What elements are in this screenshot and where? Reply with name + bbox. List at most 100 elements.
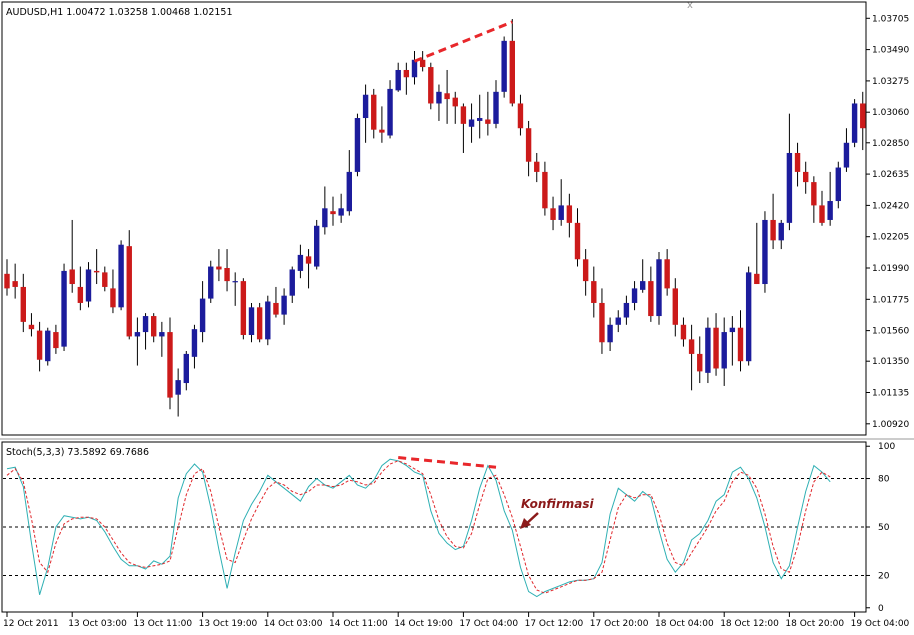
bearish-candle bbox=[509, 40, 515, 104]
bearish-candle bbox=[485, 119, 491, 124]
bearish-candle bbox=[534, 161, 540, 172]
bearish-candle bbox=[803, 171, 809, 183]
bullish-candle bbox=[175, 380, 181, 395]
price-axis-label: 1.01135 bbox=[872, 389, 909, 399]
bullish-candle bbox=[843, 142, 850, 168]
bearish-candle bbox=[754, 273, 760, 285]
bullish-candle bbox=[640, 281, 646, 290]
bearish-candle bbox=[542, 171, 548, 209]
stoch-axis-label: 20 bbox=[878, 571, 890, 581]
price-chart-header: AUDUSD,H1 1.00472 1.03258 1.00468 1.0215… bbox=[6, 7, 233, 18]
bearish-candle bbox=[860, 103, 866, 129]
bullish-candle bbox=[322, 208, 328, 228]
price-axis-label: 1.02205 bbox=[872, 233, 909, 243]
bullish-candle bbox=[289, 269, 295, 296]
bullish-candle bbox=[387, 88, 393, 136]
bearish-candle bbox=[167, 332, 173, 398]
bearish-candle bbox=[77, 286, 84, 303]
bearish-candle bbox=[680, 324, 687, 340]
bullish-candle bbox=[721, 332, 727, 369]
bullish-candle bbox=[477, 118, 483, 121]
stoch-indicator-header: Stoch(5,3,3) 73.5892 69.7686 bbox=[6, 447, 149, 458]
time-axis-label: 19 Oct 04:00 bbox=[851, 619, 910, 629]
stoch-divergence-line bbox=[398, 456, 497, 469]
bearish-candle bbox=[460, 106, 467, 124]
bearish-candle bbox=[713, 327, 719, 369]
bullish-candle bbox=[762, 219, 768, 285]
price-axis-label: 1.03705 bbox=[872, 14, 909, 24]
bullish-candle bbox=[729, 327, 736, 333]
bullish-candle bbox=[851, 103, 858, 143]
bullish-candle bbox=[786, 152, 793, 223]
bearish-candle bbox=[371, 94, 377, 130]
bullish-candle bbox=[615, 317, 621, 325]
bullish-candle bbox=[354, 118, 361, 172]
price-axis-label: 1.02635 bbox=[872, 170, 909, 180]
stoch-axis-label: 80 bbox=[878, 475, 890, 485]
bullish-candle bbox=[118, 244, 124, 308]
time-axis-label: 18 Oct 12:00 bbox=[720, 619, 779, 629]
bearish-candle bbox=[53, 332, 59, 349]
bearish-candle bbox=[550, 208, 556, 220]
time-axis-label: 13 Oct 03:00 bbox=[68, 619, 127, 629]
bearish-candle bbox=[794, 152, 801, 172]
bullish-candle bbox=[159, 332, 165, 337]
bearish-candle bbox=[93, 270, 100, 273]
bearish-candle bbox=[4, 273, 10, 289]
bearish-candle bbox=[582, 259, 589, 282]
bearish-candle bbox=[20, 286, 26, 322]
time-axis-label: 17 Oct 20:00 bbox=[590, 619, 649, 629]
price-panel-frame bbox=[1, 1, 867, 436]
bullish-candle bbox=[835, 167, 841, 202]
bearish-candle bbox=[216, 266, 222, 270]
bearish-candle bbox=[566, 205, 573, 223]
bearish-candle bbox=[419, 59, 426, 68]
stoch-main-line bbox=[6, 458, 831, 598]
price-axis-label: 1.02850 bbox=[872, 139, 909, 149]
bearish-candle bbox=[648, 281, 654, 317]
bearish-candle bbox=[102, 272, 108, 287]
time-axis-label: 12 Oct 2011 bbox=[3, 619, 59, 629]
time-axis-label: 14 Oct 19:00 bbox=[394, 619, 453, 629]
bearish-candle bbox=[672, 288, 678, 325]
bullish-candle bbox=[395, 69, 401, 91]
bullish-candle bbox=[346, 171, 352, 212]
bullish-candle bbox=[558, 205, 564, 220]
stoch-signal-line bbox=[6, 460, 831, 594]
time-axis-label: 13 Oct 19:00 bbox=[199, 619, 258, 629]
price-axis-label: 1.01775 bbox=[872, 295, 909, 305]
bearish-candle bbox=[452, 97, 458, 107]
bearish-candle bbox=[224, 268, 230, 282]
close-marker-icon[interactable]: x bbox=[687, 0, 693, 11]
stoch-axis-label: 100 bbox=[878, 442, 895, 452]
price-axis-label: 1.00920 bbox=[872, 420, 909, 430]
bearish-candle bbox=[599, 302, 605, 343]
stoch-axis-label: 50 bbox=[878, 523, 890, 533]
bullish-candle bbox=[281, 295, 287, 315]
bullish-candle bbox=[436, 91, 442, 104]
price-axis-label: 1.01990 bbox=[872, 264, 909, 274]
bearish-candle bbox=[240, 281, 247, 335]
bullish-candle bbox=[297, 254, 304, 271]
time-axis-label: 17 Oct 04:00 bbox=[459, 619, 518, 629]
bullish-candle bbox=[232, 281, 238, 283]
bullish-candle bbox=[705, 327, 711, 373]
bearish-candle bbox=[525, 128, 532, 162]
bullish-candle bbox=[338, 208, 344, 216]
konfirmasi-arrow-head bbox=[520, 518, 531, 529]
bearish-candle bbox=[305, 256, 312, 264]
bullish-candle bbox=[631, 288, 638, 303]
bearish-candle bbox=[256, 307, 263, 340]
bearish-candle bbox=[379, 129, 385, 133]
bearish-candle bbox=[12, 281, 18, 287]
bearish-candle bbox=[151, 316, 157, 337]
bullish-candle bbox=[314, 225, 320, 267]
time-axis-label: 13 Oct 11:00 bbox=[133, 619, 192, 629]
price-divergence-line bbox=[413, 20, 513, 63]
price-axis-label: 1.01350 bbox=[872, 357, 909, 367]
konfirmasi-annotation: Konfirmasi bbox=[521, 497, 595, 511]
bullish-candle bbox=[248, 307, 255, 335]
